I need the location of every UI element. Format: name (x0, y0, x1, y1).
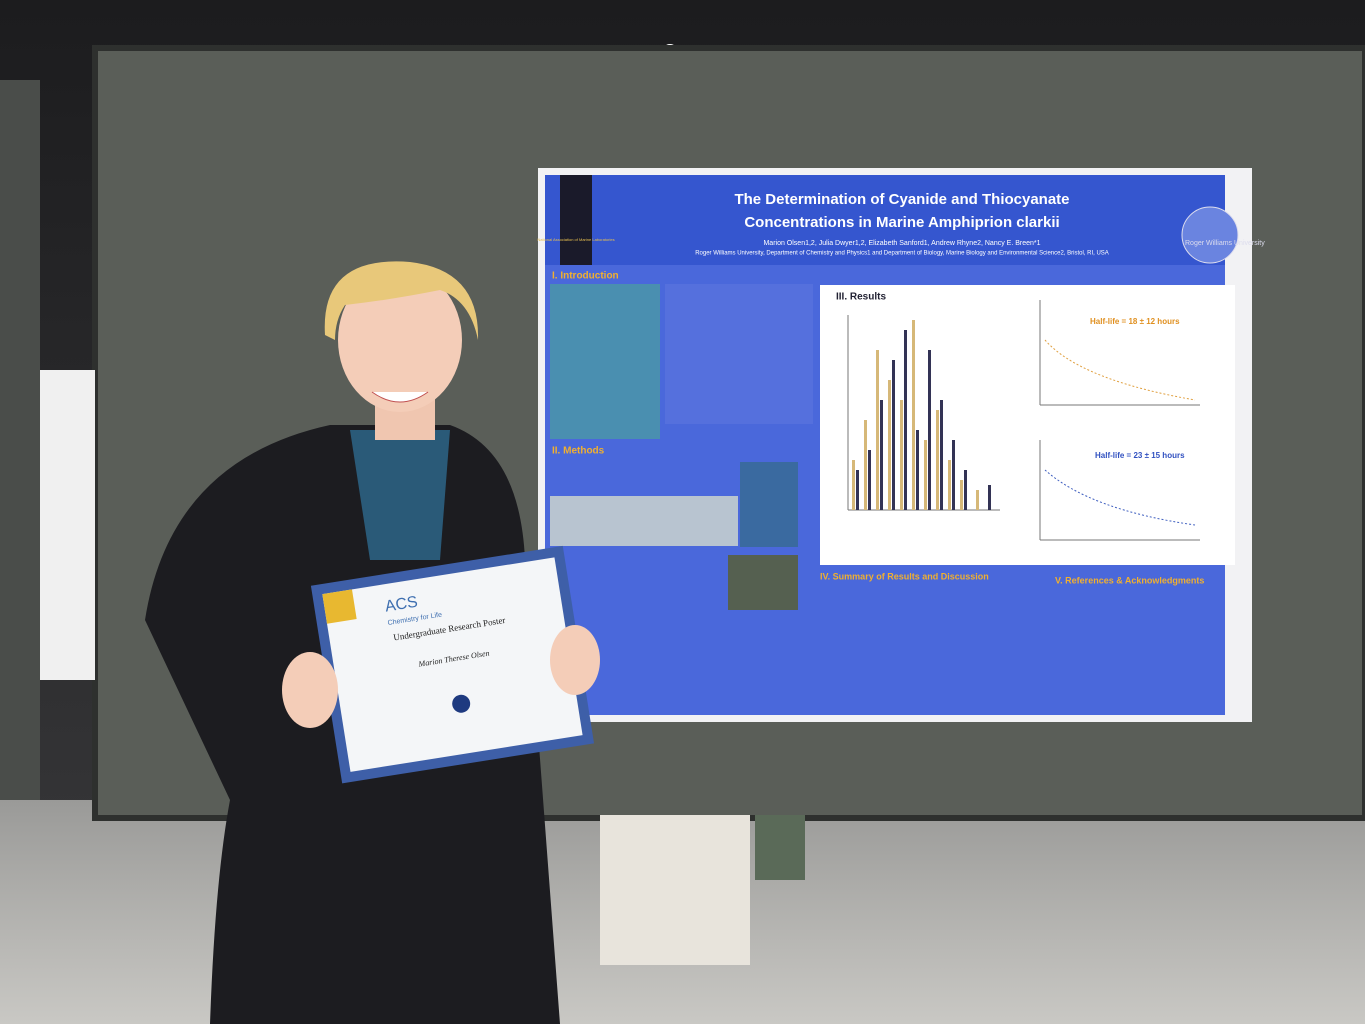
background-person (755, 815, 805, 880)
poster-title: The Determination of Cyanide and Thiocya… (734, 191, 1069, 208)
university-seal (1181, 206, 1239, 264)
poster-title: Concentrations in Marine Amphiprion clar… (744, 214, 1059, 231)
hand (550, 625, 600, 695)
certificate-paper (322, 557, 583, 772)
blouse (350, 430, 450, 560)
university-name: Roger Williams University (1185, 240, 1265, 247)
section-header: I. Introduction (552, 271, 619, 282)
poster: National Association of Marine Laborator… (537, 168, 1265, 722)
methods-photo (740, 462, 798, 547)
results-bars (852, 320, 991, 510)
brand: ACS (384, 594, 419, 616)
certificate-corner (322, 589, 357, 624)
logo-box (560, 175, 592, 265)
background-person (600, 815, 750, 965)
seal (452, 694, 471, 713)
poster-authors: Marion Olsen1,2, Julia Dwyer1,2, Elizabe… (763, 240, 1040, 247)
logo-text: National Association of Marine Laborator… (537, 237, 614, 242)
section-header: II. Methods (552, 446, 605, 457)
certificate: ACS Chemistry for Life Undergraduate Res… (310, 545, 595, 784)
decay-curve (1044, 339, 1196, 401)
background-person (40, 370, 95, 680)
section-header: V. References & Acknowledgments (1055, 575, 1204, 585)
section-header: IV. Summary of Results and Discussion (820, 571, 989, 581)
methods-photo (550, 496, 738, 546)
hand (282, 652, 338, 728)
side-board (0, 80, 40, 800)
poster-header (545, 175, 1225, 265)
face (338, 268, 462, 412)
half-life-label: Half-life = 23 ± 15 hours (1095, 451, 1185, 460)
half-life-label: Half-life = 18 ± 12 hours (1090, 317, 1180, 326)
intro-text (665, 284, 813, 424)
methods-photo (728, 555, 798, 610)
hair (324, 261, 479, 340)
decay-curve (1044, 469, 1196, 526)
section-header: III. Results (836, 292, 886, 303)
intro-photo (550, 284, 660, 439)
smile (371, 391, 429, 403)
poster-affiliation: Roger Williams University, Department of… (695, 251, 1109, 257)
